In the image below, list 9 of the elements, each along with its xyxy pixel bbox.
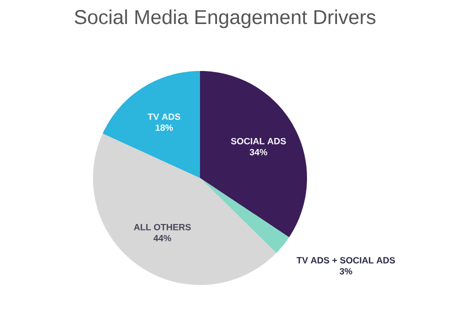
slice-label: ALL OTHERS <box>134 224 191 230</box>
data-label: 18% <box>156 124 173 131</box>
slice-label: SOCIAL ADS <box>230 138 286 144</box>
data-label: 34% <box>250 148 268 156</box>
data-label: 3% <box>340 268 352 274</box>
slice-label: TV ADS + SOCIAL ADS <box>296 257 395 264</box>
chart-title: Social Media Engagement Drivers <box>74 10 376 28</box>
slice-label: TV ADS <box>148 113 180 120</box>
data-label: 44% <box>154 234 172 242</box>
